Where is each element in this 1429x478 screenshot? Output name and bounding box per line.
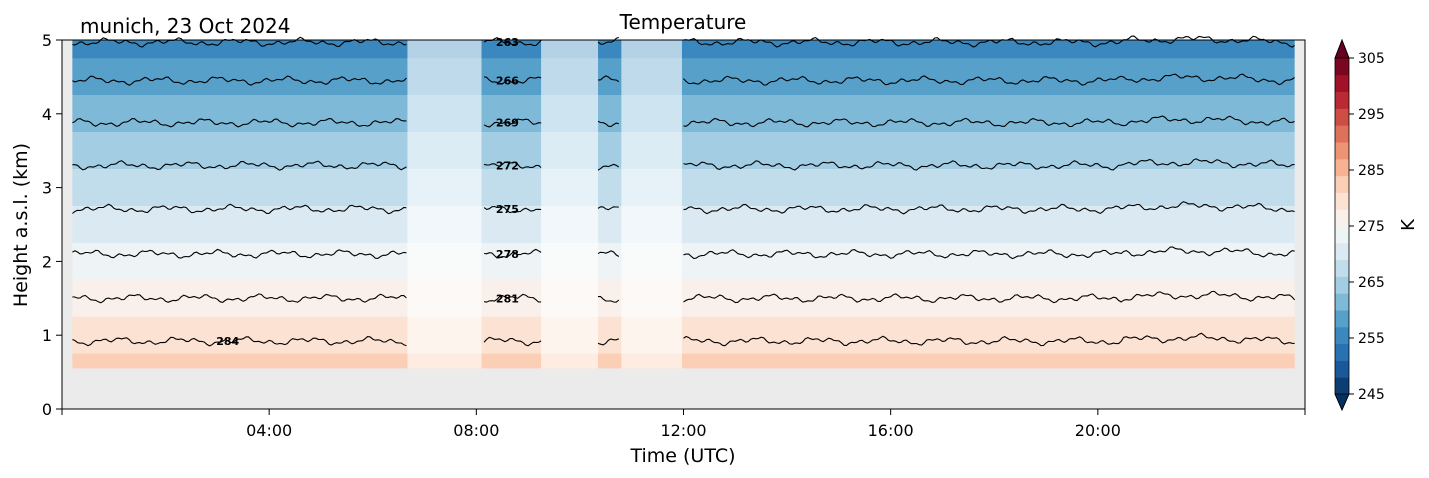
contour-line: [72, 290, 1296, 304]
colorbar-segment: [1335, 276, 1349, 294]
colorbar-segment: [1335, 74, 1349, 93]
data-gaps: [407, 40, 682, 369]
contour-label: 266: [496, 75, 519, 88]
x-axis-label: Time (UTC): [629, 445, 735, 467]
colorbar-extend-max: [1334, 38, 1350, 59]
plot-area: 263 266 269 272 275 278 281 284: [62, 35, 1305, 409]
contour-label: 284: [216, 335, 239, 348]
y-tick-label: 1: [42, 326, 52, 345]
colorbar-tick-label: 275: [1358, 219, 1385, 235]
temperature-band: [72, 95, 1295, 133]
x-tick-label: 20:00: [1075, 421, 1121, 440]
y-tick-label: 3: [42, 179, 52, 198]
colorbar-segment: [1335, 293, 1349, 311]
colorbar-tick-label: 255: [1358, 331, 1385, 347]
temperature-band: [72, 40, 1295, 59]
contour-label: 263: [496, 36, 519, 49]
x-tick-label: 12:00: [660, 421, 706, 440]
y-tick-label: 2: [42, 252, 52, 271]
contour-line: [72, 158, 1295, 171]
colorbar-segment: [1335, 125, 1349, 143]
temperature-fill: [72, 40, 1295, 369]
x-tick-label: 08:00: [453, 421, 499, 440]
contour-labels: 263 266 269 272 275 278 281 284: [216, 36, 519, 348]
contour-line: [72, 332, 1295, 347]
colorbar-label: K: [1398, 218, 1419, 231]
temperature-band: [72, 58, 1295, 96]
chart-title: Temperature: [619, 10, 747, 34]
y-tick-label: 0: [42, 400, 52, 419]
chart-subtitle: munich, 23 Oct 2024: [80, 14, 290, 38]
temperature-band: [72, 169, 1295, 207]
colorbar-segment: [1335, 326, 1349, 345]
contour-label: 281: [496, 292, 519, 305]
x-tick-label: 04:00: [246, 421, 292, 440]
temperature-band: [72, 132, 1295, 170]
x-tick-label: 16:00: [868, 421, 914, 440]
colorbar-tick-label: 265: [1358, 275, 1385, 291]
contour-line: [72, 115, 1295, 128]
temperature-band: [72, 353, 1295, 369]
colorbar-segment: [1335, 175, 1349, 193]
contour-line: [72, 73, 1295, 86]
y-axis-label: Height a.s.l. (km): [10, 143, 32, 307]
colorbar-segment: [1335, 226, 1349, 244]
colorbar-segment: [1335, 310, 1349, 328]
temperature-band: [72, 206, 1295, 243]
colorbar-tick-label: 305: [1358, 51, 1385, 67]
axes: 04:00 08:00 12:00 16:00 20:00 0 1 2 3 4 5: [42, 31, 1306, 440]
colorbar-segment: [1335, 360, 1349, 378]
contour-line: [72, 201, 1295, 215]
colorbar-segment: [1335, 158, 1349, 177]
data-gap: [541, 40, 599, 369]
contour-lines: [72, 35, 1296, 347]
contour-line: [72, 35, 1295, 48]
colorbar-extend-min: [1334, 393, 1350, 411]
y-tick-label: 4: [42, 105, 52, 124]
contour-label: 278: [496, 248, 519, 261]
colorbar-tick-label: 285: [1358, 163, 1385, 179]
colorbar-tick-label: 295: [1358, 107, 1385, 123]
colorbar-segment: [1335, 209, 1349, 227]
contour-label: 275: [496, 203, 519, 216]
colorbar-segment: [1335, 242, 1349, 261]
colorbar-segment: [1335, 108, 1349, 126]
colorbar: 245 255 265 275 285 295 305: [1334, 38, 1385, 411]
colorbar-segment: [1335, 192, 1349, 210]
contour-line: [72, 246, 1295, 260]
colorbar-segment: [1335, 58, 1349, 76]
colorbar-segment: [1335, 377, 1349, 395]
colorbar-tick-label: 245: [1358, 387, 1385, 403]
contour-label: 272: [496, 159, 519, 172]
colorbar-segment: [1335, 343, 1349, 361]
y-tick-label: 5: [42, 31, 52, 50]
colorbar-segment: [1335, 142, 1349, 160]
temperature-band: [72, 242, 1295, 280]
data-gap: [621, 40, 682, 369]
data-gap: [407, 40, 482, 369]
contour-label: 269: [496, 117, 519, 130]
colorbar-segment: [1335, 91, 1349, 109]
chart-text: Temperature munich, 23 Oct 2024 Time (UT…: [10, 10, 1419, 467]
colorbar-segment: [1335, 259, 1349, 277]
temperature-band: [72, 316, 1295, 354]
